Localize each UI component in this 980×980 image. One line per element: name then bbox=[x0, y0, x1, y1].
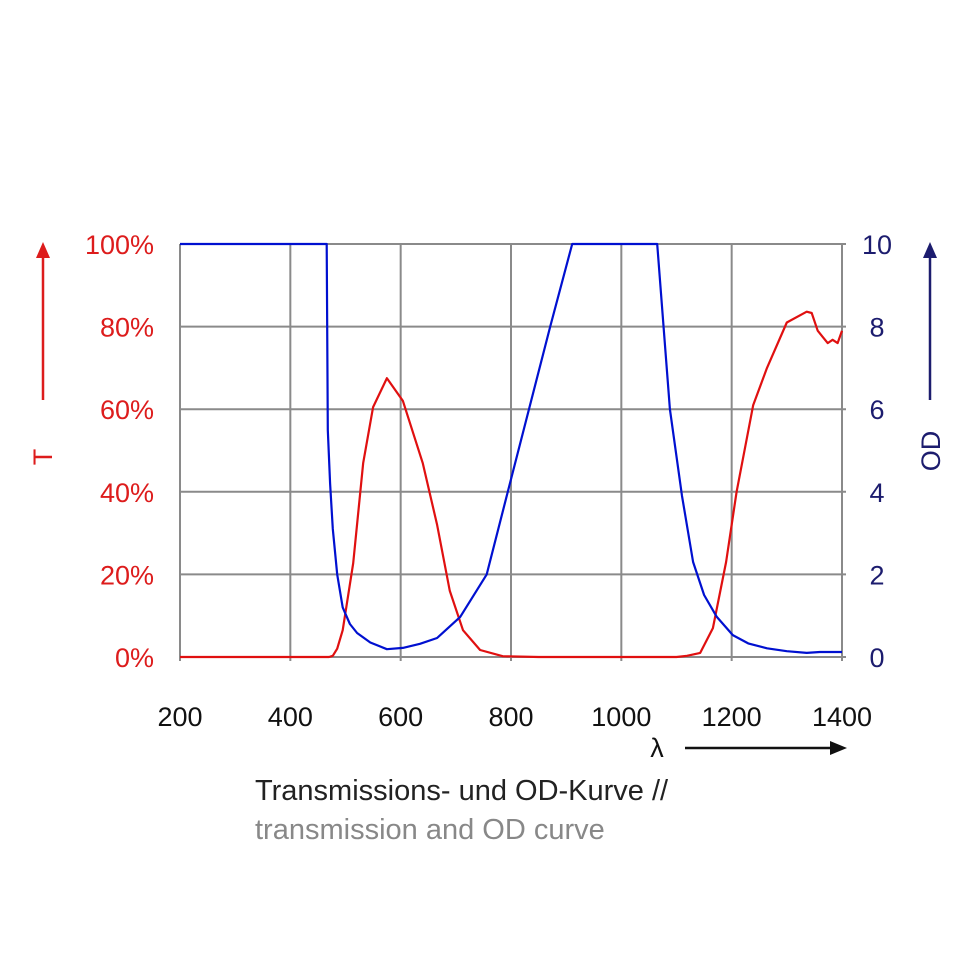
y-axis-right-label: OD bbox=[916, 431, 946, 472]
y-tick-label-right: 8 bbox=[869, 313, 884, 343]
x-tick-label: 1000 bbox=[591, 702, 651, 732]
caption-german: Transmissions- und OD-Kurve // bbox=[255, 775, 669, 807]
x-tick-label: 400 bbox=[268, 702, 313, 732]
series-group bbox=[180, 242, 844, 659]
y-tick-label-left: 60% bbox=[100, 395, 154, 425]
y-tick-label-right: 10 bbox=[862, 230, 892, 260]
y-tick-label-right: 4 bbox=[869, 478, 884, 508]
y-tick-label-left: 100% bbox=[85, 230, 154, 260]
x-tick-label: 1400 bbox=[812, 702, 872, 732]
y-tick-label-right: 2 bbox=[869, 560, 884, 590]
caption-english: transmission and OD curve bbox=[255, 814, 605, 846]
transmission-line bbox=[180, 310, 844, 659]
y-tick-label-left: 40% bbox=[100, 478, 154, 508]
x-axis-label: λ bbox=[650, 733, 664, 763]
od-axis-arrow bbox=[923, 242, 937, 400]
x-axis-arrow bbox=[685, 741, 847, 755]
y-axis-left-label: T bbox=[28, 449, 58, 466]
y-tick-label-left: 0% bbox=[115, 643, 154, 673]
y-tick-label-left: 20% bbox=[100, 560, 154, 590]
y-tick-label-right: 6 bbox=[869, 395, 884, 425]
x-tick-label: 800 bbox=[488, 702, 533, 732]
x-tick-label: 1200 bbox=[702, 702, 762, 732]
od-line bbox=[180, 242, 842, 654]
t-axis-arrow bbox=[36, 242, 50, 400]
tick-labels: 200 400 600 800 1000 1200 1400 0% 0 20% 2 40% 4 60% 6 8… bbox=[85, 230, 892, 732]
y-tick-label-left: 80% bbox=[100, 313, 154, 343]
y-tick-label-right: 0 bbox=[869, 643, 884, 673]
x-tick-label: 600 bbox=[378, 702, 423, 732]
grid bbox=[179, 243, 846, 661]
x-tick-label: 200 bbox=[157, 702, 202, 732]
